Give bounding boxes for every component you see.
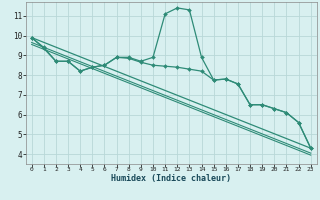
X-axis label: Humidex (Indice chaleur): Humidex (Indice chaleur) <box>111 174 231 183</box>
